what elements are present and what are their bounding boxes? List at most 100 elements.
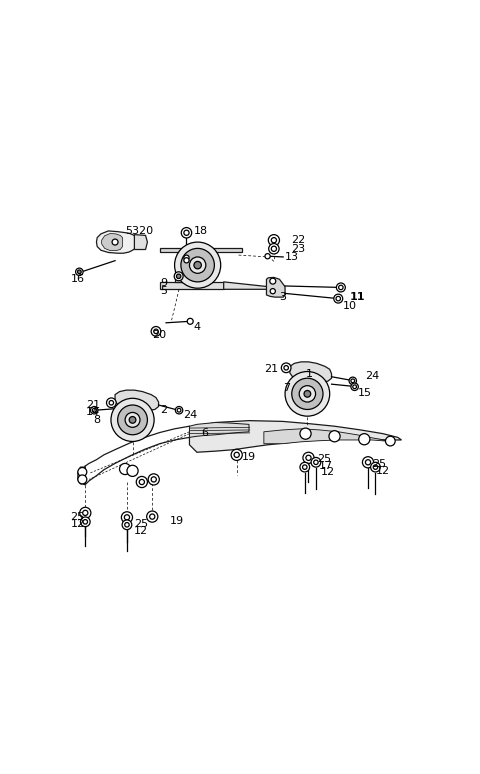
Circle shape bbox=[111, 399, 154, 441]
Polygon shape bbox=[224, 282, 276, 293]
Text: 12: 12 bbox=[71, 519, 84, 529]
Polygon shape bbox=[264, 429, 390, 444]
Text: 6: 6 bbox=[202, 427, 208, 437]
Polygon shape bbox=[102, 234, 122, 251]
Polygon shape bbox=[115, 390, 158, 410]
Circle shape bbox=[303, 452, 314, 464]
Circle shape bbox=[365, 460, 371, 465]
Circle shape bbox=[80, 507, 91, 519]
Text: 16: 16 bbox=[71, 273, 85, 283]
Circle shape bbox=[353, 385, 357, 389]
Circle shape bbox=[151, 327, 161, 336]
Circle shape bbox=[136, 477, 147, 488]
Circle shape bbox=[181, 248, 215, 282]
Circle shape bbox=[78, 467, 87, 477]
Circle shape bbox=[281, 363, 291, 372]
Circle shape bbox=[268, 235, 279, 246]
Text: 19: 19 bbox=[170, 516, 184, 526]
Circle shape bbox=[120, 464, 131, 474]
Circle shape bbox=[177, 409, 181, 412]
Circle shape bbox=[129, 416, 136, 423]
Polygon shape bbox=[160, 248, 242, 252]
Circle shape bbox=[306, 455, 311, 461]
Circle shape bbox=[174, 272, 183, 281]
Circle shape bbox=[150, 514, 155, 519]
Polygon shape bbox=[190, 420, 401, 452]
Circle shape bbox=[81, 517, 90, 526]
Text: 20: 20 bbox=[152, 330, 167, 340]
Circle shape bbox=[78, 475, 87, 484]
Text: 21: 21 bbox=[86, 400, 100, 410]
Text: 21: 21 bbox=[264, 365, 278, 375]
Circle shape bbox=[349, 377, 357, 385]
Circle shape bbox=[302, 465, 307, 469]
Circle shape bbox=[300, 428, 311, 439]
Circle shape bbox=[112, 239, 118, 245]
Circle shape bbox=[304, 391, 311, 397]
Circle shape bbox=[269, 244, 279, 254]
Text: 12: 12 bbox=[321, 467, 335, 477]
Text: 5: 5 bbox=[160, 286, 168, 296]
Polygon shape bbox=[175, 272, 183, 282]
Text: 1: 1 bbox=[305, 368, 312, 378]
Text: 17: 17 bbox=[319, 461, 333, 471]
Text: 12: 12 bbox=[133, 526, 148, 536]
Text: 19: 19 bbox=[242, 452, 256, 462]
Circle shape bbox=[373, 465, 378, 469]
Circle shape bbox=[175, 406, 183, 414]
Circle shape bbox=[125, 522, 129, 527]
Circle shape bbox=[92, 409, 96, 412]
Circle shape bbox=[109, 400, 114, 405]
Text: 25: 25 bbox=[317, 454, 331, 464]
Circle shape bbox=[190, 257, 206, 273]
Text: 5320: 5320 bbox=[125, 226, 153, 236]
Circle shape bbox=[285, 372, 330, 416]
Text: 3: 3 bbox=[279, 292, 287, 302]
Text: 23: 23 bbox=[290, 244, 305, 254]
Circle shape bbox=[270, 289, 276, 294]
Circle shape bbox=[351, 379, 355, 382]
Circle shape bbox=[311, 457, 321, 467]
Text: 2: 2 bbox=[160, 406, 168, 415]
Circle shape bbox=[299, 385, 315, 402]
Circle shape bbox=[83, 510, 88, 515]
Circle shape bbox=[76, 268, 83, 276]
Circle shape bbox=[177, 274, 181, 279]
Circle shape bbox=[314, 460, 318, 464]
Circle shape bbox=[122, 520, 132, 529]
Circle shape bbox=[147, 511, 158, 522]
Text: 24: 24 bbox=[183, 410, 197, 420]
Polygon shape bbox=[78, 467, 85, 484]
Circle shape bbox=[362, 457, 373, 467]
Circle shape bbox=[77, 270, 81, 274]
Circle shape bbox=[91, 406, 98, 414]
Text: 24: 24 bbox=[365, 371, 379, 381]
Circle shape bbox=[151, 477, 156, 482]
Text: 11: 11 bbox=[350, 292, 366, 302]
Circle shape bbox=[184, 258, 189, 263]
Text: 25: 25 bbox=[372, 459, 386, 469]
Text: 25: 25 bbox=[71, 512, 84, 522]
Circle shape bbox=[334, 294, 343, 303]
Circle shape bbox=[184, 230, 189, 235]
Polygon shape bbox=[160, 282, 224, 289]
Circle shape bbox=[181, 228, 192, 238]
Circle shape bbox=[385, 437, 395, 446]
Circle shape bbox=[329, 430, 340, 442]
Circle shape bbox=[107, 398, 116, 408]
Circle shape bbox=[300, 462, 310, 472]
Circle shape bbox=[292, 378, 323, 409]
Circle shape bbox=[139, 479, 144, 485]
Circle shape bbox=[271, 238, 276, 243]
Circle shape bbox=[124, 515, 130, 520]
Circle shape bbox=[121, 512, 132, 523]
Circle shape bbox=[148, 474, 159, 485]
Circle shape bbox=[336, 296, 340, 301]
Text: 8: 8 bbox=[94, 415, 101, 424]
Circle shape bbox=[184, 255, 189, 260]
Text: 7: 7 bbox=[283, 383, 290, 393]
Circle shape bbox=[284, 365, 288, 370]
Circle shape bbox=[265, 254, 270, 259]
Circle shape bbox=[271, 246, 276, 252]
Polygon shape bbox=[96, 231, 138, 253]
